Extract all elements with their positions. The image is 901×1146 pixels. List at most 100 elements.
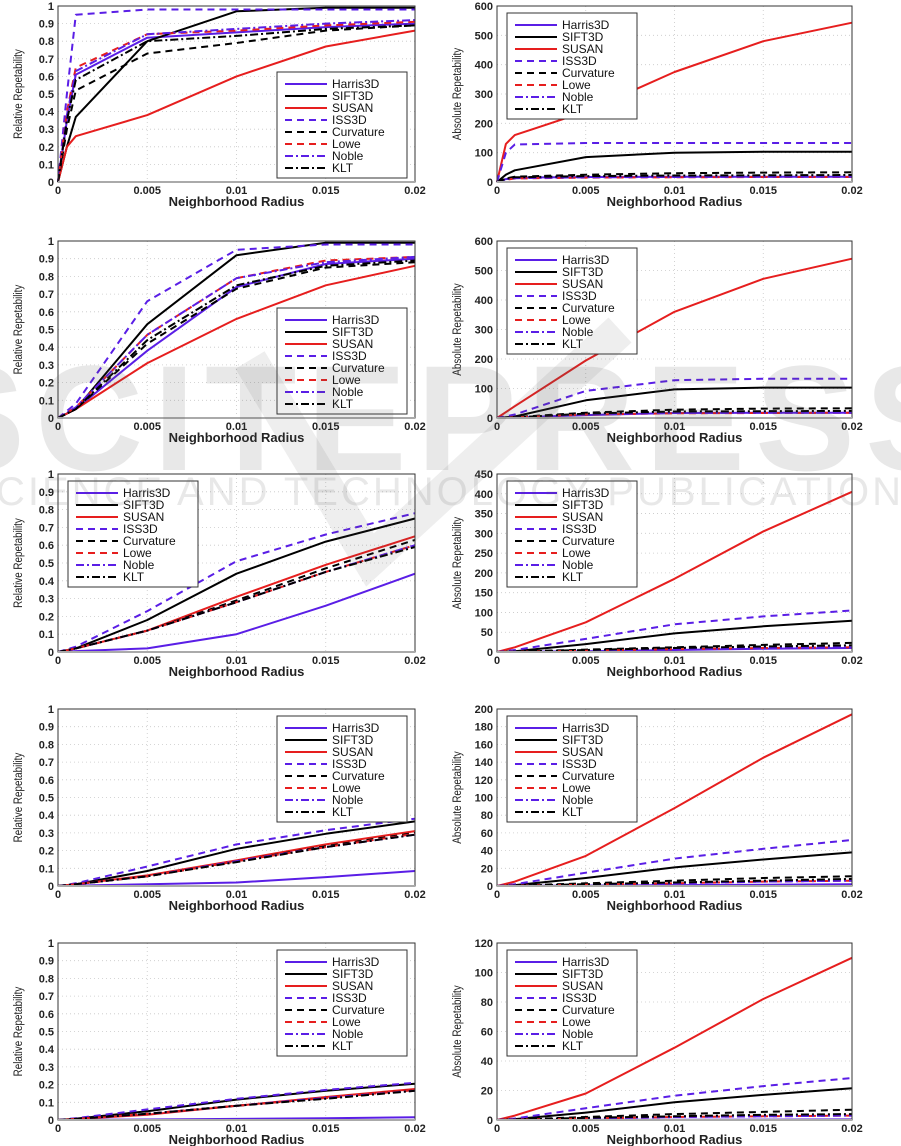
legend-label-harris3d: Harris3D xyxy=(562,721,610,735)
legend-label-klt: KLT xyxy=(562,102,584,116)
x-tick-label: 0.02 xyxy=(404,655,425,667)
y-tick-label: 0.9 xyxy=(39,19,54,31)
series-line-klt xyxy=(57,259,416,419)
legend-label-iss3d: ISS3D xyxy=(123,522,158,536)
series-line-klt xyxy=(496,644,853,653)
legend-label-curvature: Curvature xyxy=(562,534,615,548)
y-tick-label: 0.4 xyxy=(39,810,55,822)
y-tick-label: 0.9 xyxy=(39,722,54,734)
y-tick-label: 120 xyxy=(475,775,493,787)
series-line-noble xyxy=(57,255,416,419)
y-tick-label: 40 xyxy=(481,1056,493,1068)
x-tick-label: 0 xyxy=(494,1123,500,1135)
legend-label-curvature: Curvature xyxy=(562,301,615,315)
y-tick-label: 0.4 xyxy=(39,1044,55,1056)
y-tick-label: 0.3 xyxy=(39,124,54,136)
x-tick-label: 0.005 xyxy=(133,1123,161,1135)
y-tick-label: 180 xyxy=(475,722,493,734)
chart-8: 0 0.005 0.01 0.015 0.02 0 20 40 60 80 100 120 140 160… xyxy=(451,704,863,913)
legend-label-noble: Noble xyxy=(332,1027,364,1041)
y-tick-label: 0.9 xyxy=(39,254,54,266)
series-line-noble xyxy=(57,19,416,183)
x-tick-label: 0.01 xyxy=(664,185,685,197)
legend-box xyxy=(276,949,408,1057)
legend-label-harris3d: Harris3D xyxy=(332,721,380,735)
legend-label-iss3d: ISS3D xyxy=(332,991,367,1005)
y-tick-label: 120 xyxy=(475,938,493,950)
x-tick-label: 0.005 xyxy=(572,655,600,667)
legend-label-lowe: Lowe xyxy=(332,137,361,151)
y-tick-label: 0.2 xyxy=(39,846,54,858)
legend-box xyxy=(506,949,638,1057)
x-tick-label: 0.005 xyxy=(133,889,161,901)
x-tick-label: 0.01 xyxy=(226,655,247,667)
series-line-susan xyxy=(496,956,853,1121)
x-tick-label: 0.02 xyxy=(841,889,862,901)
legend: Harris3DSIFT3DSUSANISS3DCurvatureLoweNob… xyxy=(506,949,638,1057)
y-tick-label: 400 xyxy=(475,489,493,501)
legend: Harris3DSIFT3DSUSANISS3DCurvatureLoweNob… xyxy=(506,715,638,823)
y-axis-label: Absolute Repetability xyxy=(451,751,464,844)
x-tick-label: 0.005 xyxy=(133,421,161,433)
chart-5: 0 0.005 0.01 0.015 0.02 0 0.1 0.2 0.3 0.4 0.5 0.6 0.… xyxy=(12,469,426,679)
legend-label-lowe: Lowe xyxy=(562,781,591,795)
x-axis-label: Neighborhood Radius xyxy=(169,898,305,913)
y-tick-label: 200 xyxy=(475,354,493,366)
legend-label-iss3d: ISS3D xyxy=(562,757,597,771)
legend: Harris3DSIFT3DSUSANISS3DCurvatureLoweNob… xyxy=(276,949,408,1057)
y-tick-label: 0.9 xyxy=(39,487,54,499)
x-tick-label: 0.015 xyxy=(749,655,777,667)
legend-label-klt: KLT xyxy=(123,570,145,584)
legend-label-iss3d: ISS3D xyxy=(562,289,597,303)
y-tick-label: 0 xyxy=(487,413,493,425)
legend-box xyxy=(506,12,638,120)
chart-6: 0 0.005 0.01 0.015 0.02 0 50 100 150 200 250 300 350… xyxy=(451,469,863,679)
series-line-curvature xyxy=(57,24,416,183)
legend: Harris3DSIFT3DSUSANISS3DCurvatureLoweNob… xyxy=(506,12,638,120)
y-axis-label: Absolute Repetability xyxy=(451,283,464,376)
legend-label-curvature: Curvature xyxy=(332,1003,385,1017)
series-line-susan xyxy=(57,29,416,183)
y-tick-label: 200 xyxy=(475,704,493,716)
x-axis-label: Neighborhood Radius xyxy=(607,194,743,209)
y-tick-label: 350 xyxy=(475,509,493,521)
y-tick-label: 0.1 xyxy=(39,395,54,407)
x-tick-label: 0.005 xyxy=(572,421,600,433)
series-line-iss3d xyxy=(496,377,852,419)
y-tick-label: 1 xyxy=(48,938,54,950)
legend-label-iss3d: ISS3D xyxy=(562,54,597,68)
legend-box xyxy=(506,247,638,355)
y-tick-label: 0.8 xyxy=(39,36,54,48)
x-tick-label: 0.015 xyxy=(749,185,777,197)
y-tick-label: 0 xyxy=(487,177,493,189)
legend-label-klt: KLT xyxy=(562,570,584,584)
x-axis-label: Neighborhood Radius xyxy=(607,664,743,679)
series-line-iss3d xyxy=(57,243,415,419)
y-tick-label: 600 xyxy=(475,236,493,248)
y-tick-label: 400 xyxy=(475,295,493,307)
series-line-klt xyxy=(496,1113,853,1121)
y-axis-label: Relative Repetability xyxy=(12,986,25,1076)
x-tick-label: 0.015 xyxy=(312,185,340,197)
legend-label-sift3d: SIFT3D xyxy=(332,89,374,103)
x-axis-label: Neighborhood Radius xyxy=(169,430,305,445)
legend-label-lowe: Lowe xyxy=(562,546,591,560)
chart-4: 0 0.005 0.01 0.015 0.02 0 100 200 300 400 500 600 Ne… xyxy=(451,236,863,445)
y-axis-label: Absolute Repetability xyxy=(451,516,464,609)
legend-label-noble: Noble xyxy=(562,325,594,339)
legend-label-curvature: Curvature xyxy=(123,534,176,548)
y-tick-label: 0.2 xyxy=(39,378,54,390)
legend-label-susan: SUSAN xyxy=(562,745,603,759)
x-tick-label: 0.01 xyxy=(664,421,685,433)
y-tick-label: 0 xyxy=(48,413,54,425)
legend-label-sift3d: SIFT3D xyxy=(562,498,604,512)
legend-label-harris3d: Harris3D xyxy=(123,486,171,500)
y-tick-label: 140 xyxy=(475,757,493,769)
legend-box xyxy=(506,480,638,588)
y-tick-label: 1 xyxy=(48,236,54,248)
legend-label-susan: SUSAN xyxy=(562,510,603,524)
series-line-iss3d xyxy=(57,8,415,183)
y-tick-label: 0.3 xyxy=(39,1062,54,1074)
y-tick-label: 200 xyxy=(475,118,493,130)
